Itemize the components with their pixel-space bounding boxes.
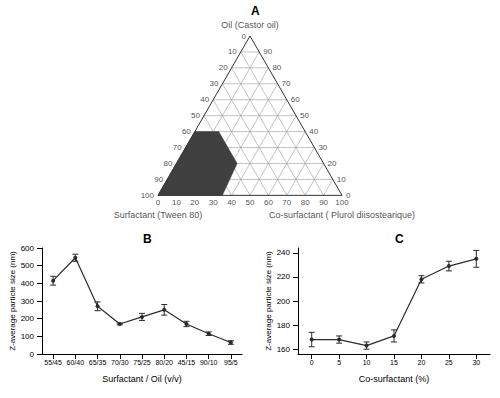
svg-text:Surfactant (Tween 80): Surfactant (Tween 80) [114,210,203,220]
svg-text:0: 0 [156,198,161,207]
svg-text:10: 10 [337,175,346,184]
svg-text:60: 60 [182,127,191,136]
svg-text:15: 15 [390,359,398,366]
svg-text:80: 80 [301,198,310,207]
svg-text:80/20: 80/20 [155,359,173,366]
svg-text:100: 100 [335,197,349,207]
svg-text:500: 500 [21,261,35,270]
svg-text:70: 70 [282,79,291,88]
svg-text:Co-surfactant ( Plurol diisost: Co-surfactant ( Plurol diisostearique) [269,210,415,220]
svg-text:90: 90 [319,198,328,207]
svg-text:80: 80 [163,159,172,168]
svg-text:45/15: 45/15 [178,359,196,366]
svg-text:10: 10 [363,359,371,366]
svg-text:600: 600 [21,244,35,253]
svg-text:65/35: 65/35 [89,359,107,366]
svg-text:Oil (Castor oil): Oil (Castor oil) [221,20,279,30]
svg-text:Z-average particle size (nm): Z-average particle size (nm) [264,251,273,351]
svg-text:A: A [251,4,260,18]
svg-text:75/25: 75/25 [133,359,151,366]
svg-text:0: 0 [30,350,35,359]
svg-text:0: 0 [310,359,314,366]
svg-text:20: 20 [418,359,426,366]
svg-text:220: 220 [277,272,291,281]
svg-text:5: 5 [337,359,341,366]
svg-text:90/10: 90/10 [200,359,218,366]
svg-text:200: 200 [277,297,291,306]
svg-text:C: C [395,232,404,246]
svg-text:240: 240 [277,248,291,257]
svg-text:55/45: 55/45 [44,359,62,366]
svg-text:300: 300 [21,297,35,306]
svg-text:70: 70 [173,143,182,152]
svg-text:Co-surfactant (%): Co-surfactant (%) [359,374,430,384]
svg-text:200: 200 [21,314,35,323]
svg-text:180: 180 [277,321,291,330]
svg-text:40: 40 [227,198,236,207]
svg-text:30: 30 [209,79,218,88]
svg-text:60: 60 [291,95,300,104]
svg-text:20: 20 [219,63,228,72]
svg-text:Z-average particle size (nm): Z-average particle size (nm) [8,251,17,351]
svg-text:Surfactant / Oil (v/v): Surfactant / Oil (v/v) [102,374,182,384]
svg-text:100: 100 [141,191,155,200]
svg-text:95/5: 95/5 [224,359,238,366]
svg-text:50: 50 [300,111,309,120]
svg-text:50: 50 [191,111,200,120]
svg-text:30: 30 [209,198,218,207]
svg-text:10: 10 [172,198,181,207]
svg-text:0: 0 [346,191,351,200]
svg-text:20: 20 [190,198,199,207]
svg-text:160: 160 [277,345,291,354]
svg-text:30: 30 [472,359,480,366]
svg-text:30: 30 [318,143,327,152]
svg-text:B: B [143,232,152,246]
svg-text:40: 40 [200,95,209,104]
svg-text:70/30: 70/30 [111,359,129,366]
svg-text:25: 25 [445,359,453,366]
svg-text:60: 60 [264,198,273,207]
svg-text:0: 0 [242,32,247,41]
svg-text:90: 90 [154,175,163,184]
svg-text:20: 20 [328,159,337,168]
svg-text:80: 80 [272,63,281,72]
svg-text:10: 10 [228,47,237,56]
svg-text:50: 50 [246,198,255,207]
svg-text:400: 400 [21,279,35,288]
svg-text:90: 90 [263,47,272,56]
svg-text:100: 100 [21,332,35,341]
svg-text:70: 70 [282,198,291,207]
svg-text:60/40: 60/40 [67,359,85,366]
svg-text:40: 40 [309,127,318,136]
